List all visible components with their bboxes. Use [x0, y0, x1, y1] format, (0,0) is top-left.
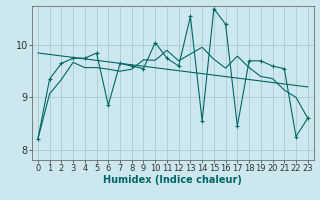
X-axis label: Humidex (Indice chaleur): Humidex (Indice chaleur): [103, 175, 242, 185]
